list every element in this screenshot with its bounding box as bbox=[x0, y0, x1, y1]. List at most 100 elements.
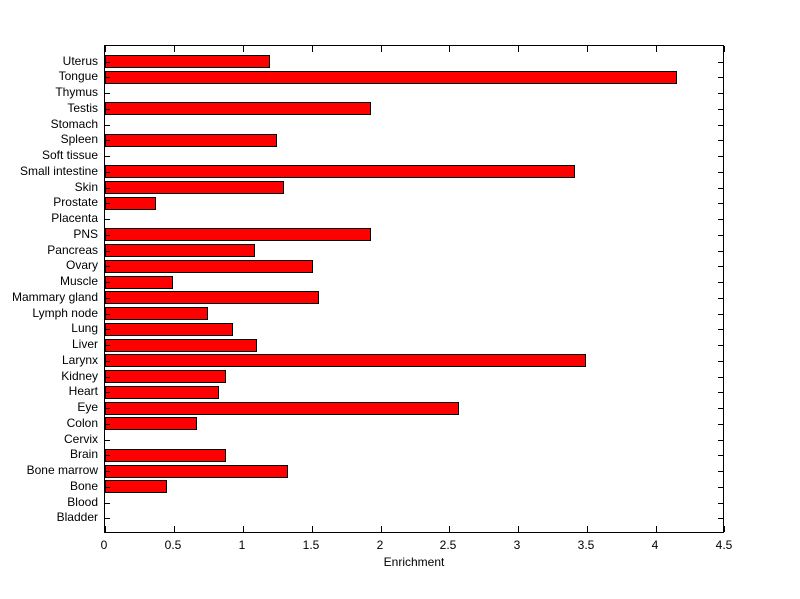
x-tick-label: 1 bbox=[238, 538, 246, 552]
x-tick-label: 2 bbox=[376, 538, 384, 552]
y-tick-label-pancreas: Pancreas bbox=[47, 243, 98, 257]
x-tick-label: 0.5 bbox=[164, 538, 182, 552]
y-tick-label-cervix: Cervix bbox=[63, 432, 98, 446]
bar-kidney bbox=[105, 370, 226, 383]
x-tick-label: 3.5 bbox=[577, 538, 595, 552]
x-tick-label: 3 bbox=[513, 538, 521, 552]
y-tick bbox=[718, 140, 723, 141]
y-tick bbox=[718, 503, 723, 504]
x-tick bbox=[656, 46, 657, 52]
y-tick bbox=[105, 518, 110, 519]
x-tick-label: 0 bbox=[100, 538, 108, 552]
y-tick bbox=[105, 219, 110, 220]
y-tick bbox=[718, 156, 723, 157]
plot-area bbox=[104, 45, 725, 533]
y-tick bbox=[718, 440, 723, 441]
y-tick bbox=[105, 172, 110, 173]
x-tick bbox=[587, 526, 588, 532]
y-tick-label-skin: Skin bbox=[74, 180, 98, 194]
y-tick bbox=[718, 471, 723, 472]
y-tick bbox=[105, 392, 110, 393]
y-tick-label-thymus: Thymus bbox=[55, 85, 98, 99]
bar-pns bbox=[105, 228, 371, 241]
bar-colon bbox=[105, 417, 197, 430]
y-tick-label-bladder: Bladder bbox=[56, 510, 98, 524]
y-tick-label-placenta: Placenta bbox=[51, 211, 98, 225]
x-tick bbox=[243, 46, 244, 52]
y-tick-label-stomach: Stomach bbox=[50, 117, 98, 131]
x-tick bbox=[174, 46, 175, 52]
y-tick bbox=[105, 77, 110, 78]
bar-prostate bbox=[105, 197, 156, 210]
bar-bone-marrow bbox=[105, 465, 288, 478]
y-tick bbox=[105, 109, 110, 110]
bar-eye bbox=[105, 402, 459, 415]
y-tick bbox=[105, 314, 110, 315]
y-tick bbox=[718, 109, 723, 110]
y-tick-label-bone-marrow: Bone marrow bbox=[26, 463, 98, 477]
y-tick bbox=[718, 408, 723, 409]
bar-liver bbox=[105, 339, 257, 352]
x-tick bbox=[174, 526, 175, 532]
x-tick bbox=[449, 526, 450, 532]
y-tick-label-tongue: Tongue bbox=[58, 69, 98, 83]
x-axis-label: Enrichment bbox=[383, 555, 445, 569]
x-tick-label: 1.5 bbox=[302, 538, 320, 552]
y-tick bbox=[105, 487, 110, 488]
y-tick-label-bone: Bone bbox=[69, 479, 98, 493]
y-tick-label-colon: Colon bbox=[66, 416, 98, 430]
y-tick bbox=[105, 440, 110, 441]
x-tick bbox=[381, 46, 382, 52]
y-tick bbox=[718, 329, 723, 330]
y-tick bbox=[718, 361, 723, 362]
y-tick bbox=[718, 172, 723, 173]
y-tick bbox=[718, 298, 723, 299]
y-tick bbox=[718, 345, 723, 346]
x-tick bbox=[449, 46, 450, 52]
x-tick-label: 2.5 bbox=[439, 538, 457, 552]
y-tick bbox=[718, 219, 723, 220]
y-tick bbox=[718, 235, 723, 236]
y-tick bbox=[105, 125, 110, 126]
y-tick bbox=[718, 455, 723, 456]
bar-spleen bbox=[105, 134, 277, 147]
y-tick bbox=[105, 345, 110, 346]
y-tick bbox=[105, 93, 110, 94]
y-tick bbox=[718, 266, 723, 267]
y-tick bbox=[718, 62, 723, 63]
y-tick bbox=[718, 314, 723, 315]
y-tick-label-pns: PNS bbox=[73, 227, 98, 241]
y-tick bbox=[105, 156, 110, 157]
y-tick-label-blood: Blood bbox=[67, 495, 98, 509]
y-tick bbox=[105, 140, 110, 141]
y-tick-label-larynx: Larynx bbox=[61, 353, 98, 367]
y-tick bbox=[718, 282, 723, 283]
y-tick bbox=[105, 329, 110, 330]
y-tick-label-heart: Heart bbox=[68, 384, 98, 398]
y-tick-label-spleen: Spleen bbox=[60, 132, 98, 146]
y-tick bbox=[105, 266, 110, 267]
x-tick-label: 4.5 bbox=[715, 538, 733, 552]
y-tick bbox=[105, 361, 110, 362]
bar-small-intestine bbox=[105, 165, 575, 178]
y-tick-label-ovary: Ovary bbox=[65, 258, 98, 272]
x-tick bbox=[656, 526, 657, 532]
x-tick bbox=[312, 46, 313, 52]
y-tick-label-soft-tissue: Soft tissue bbox=[41, 148, 98, 162]
bar-uterus bbox=[105, 55, 270, 68]
bar-skin bbox=[105, 181, 284, 194]
y-tick-label-liver: Liver bbox=[71, 337, 98, 351]
y-tick bbox=[718, 424, 723, 425]
x-tick bbox=[518, 526, 519, 532]
x-tick bbox=[105, 526, 106, 532]
y-tick bbox=[105, 298, 110, 299]
bar-pancreas bbox=[105, 244, 255, 257]
y-tick-label-lung: Lung bbox=[71, 321, 98, 335]
bar-heart bbox=[105, 386, 219, 399]
y-tick-label-eye: Eye bbox=[77, 400, 98, 414]
y-tick bbox=[718, 93, 723, 94]
y-tick-label-testis: Testis bbox=[67, 101, 98, 115]
bar-brain bbox=[105, 449, 226, 462]
bar-bone bbox=[105, 480, 167, 493]
